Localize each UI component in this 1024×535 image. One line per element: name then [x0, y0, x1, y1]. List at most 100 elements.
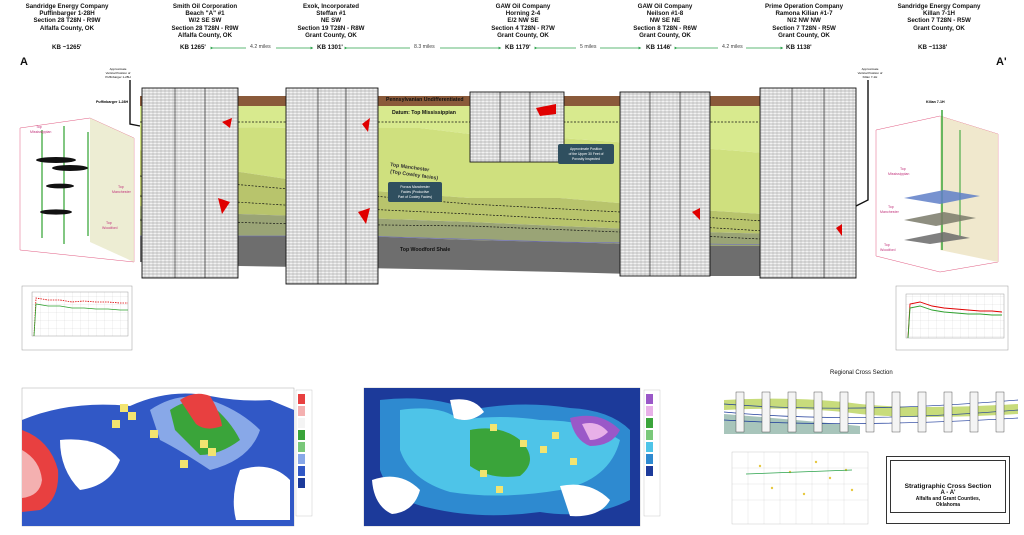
well-5-county: Grant County, OK — [639, 31, 691, 39]
puff-vert-line3: Puffinbarger 1-28H — [105, 75, 130, 79]
right-3d-model: Kilian 7-1H Top Mississippian Top Manche… — [875, 100, 999, 273]
well-header-6: Prime Operation Company Ramona Kilian #1… — [748, 3, 860, 39]
callout-porous: Porous Manchester Facies (Productive Par… — [388, 182, 442, 202]
well-log-horning — [469, 91, 565, 163]
well-5-section: Section 8 T28N - R6W — [633, 24, 697, 32]
callout-upper-line2: of the Upper 30 Feet of — [569, 152, 604, 156]
contour-map-left — [21, 387, 313, 527]
right3d-miss-1: Top — [900, 167, 906, 171]
kb-label-3: KB 1301' — [317, 44, 343, 51]
right3d-miss-2: Mississippian — [888, 172, 909, 176]
left3d-wood-1: Top — [106, 221, 112, 225]
title-block-section: A - A' — [940, 490, 956, 496]
well-log-neilson — [619, 91, 711, 277]
well-2-location: W/2 SE SW — [188, 17, 222, 25]
well-2-county: Alfalfa County, OK — [177, 31, 233, 39]
well-4-name: Horning 2-4 — [505, 10, 541, 18]
title-block-area: Alfalfa and Grant Counties, — [915, 496, 981, 502]
kil-vert-line2: Vertical Position of — [858, 71, 883, 75]
well-2-section: Section 28 T28N - R9W — [171, 24, 239, 32]
well-2-name: Beach "A" #1 — [185, 10, 225, 18]
distance-label-3: 5 miles — [580, 44, 597, 50]
well-4-company: GAW Oil Company — [495, 3, 551, 10]
kb-label-5: KB 1146' — [646, 44, 672, 51]
well-3-company: Exok, Incorporated — [302, 3, 360, 10]
contour-map-right — [363, 387, 661, 527]
label-manchester: Top Manchester — [390, 162, 430, 173]
distance-label-1: 4.2 miles — [250, 44, 271, 50]
kb-label-6: KB 1138' — [786, 44, 812, 51]
well-1-location: Section 28 T28N - R9W — [33, 17, 101, 25]
regional-section-title: Regional Cross Section — [830, 370, 893, 376]
callout-porous-line2: Facies (Productive — [401, 190, 429, 194]
title-block-state: Oklahoma — [935, 502, 961, 508]
well-2-company: Smith Oil Corporation — [172, 3, 238, 10]
left3d-wood-2: Woodford — [102, 226, 118, 230]
distance-label-2: 8.3 miles — [414, 44, 435, 50]
well-7-county: Grant County, OK — [913, 24, 965, 32]
callout-upper-line3: Porosity Inspected — [572, 157, 600, 161]
title-block-title: Stratigraphic Cross Section — [904, 483, 992, 490]
well-3-section: Section 19 T28N - R8W — [297, 24, 365, 32]
right3d-manch-2: Manchester — [880, 210, 900, 214]
left-3d-model: Puffinbarger 1-28H Top Mississippian Top… — [19, 100, 135, 263]
well-log-steffan — [285, 87, 379, 285]
well-1-company: Sandridge Energy Company — [25, 3, 109, 10]
callout-upper-line1: Approximate Position — [570, 147, 602, 151]
well-3-county: Grant County, OK — [305, 31, 357, 39]
index-map — [731, 451, 869, 525]
well-6-location: N/2 NW NW — [787, 17, 821, 25]
label-woodford: Top Woodford Shale — [400, 247, 450, 253]
left3d-manch-1: Top — [118, 185, 124, 189]
well-1-name: Puffinbarger 1-28H — [39, 10, 95, 18]
well-3-location: NE SW — [320, 17, 342, 25]
well-7-location: Section 7 T28N - R5W — [907, 17, 971, 25]
regional-cross-section — [723, 391, 1020, 434]
puff-vert-line2: Vertical Position of — [106, 71, 131, 75]
kb-label-4: KB 1179' — [505, 44, 531, 51]
title-block: Stratigraphic Cross Section A - A' Alfal… — [886, 456, 1010, 524]
well-4-county: Grant County, OK — [497, 31, 549, 39]
callout-puff-vertical: Approximate Vertical Position of Puffinb… — [105, 67, 141, 127]
left3d-miss-2: Mississippian — [30, 130, 51, 134]
well-1-county: Alfalfa County, OK — [39, 24, 95, 32]
left3d-title: Puffinbarger 1-28H — [96, 100, 129, 104]
well-log-beach — [141, 87, 239, 279]
label-datum: Datum: Top Mississippian — [392, 110, 456, 116]
well-5-company: GAW Oil Company — [637, 3, 693, 10]
puff-vert-line1: Approximate — [110, 67, 127, 71]
well-header-4: GAW Oil Company Horning 2-4 E/2 NW SE Se… — [470, 3, 576, 39]
well-4-location: E/2 NW SE — [507, 17, 539, 25]
kb-label-7: KB ~1138' — [918, 44, 948, 51]
well-3-name: Steffan #1 — [316, 10, 346, 18]
well-6-section: Section 7 T28N - R5W — [772, 24, 836, 32]
well-6-county: Grant County, OK — [778, 31, 830, 39]
callout-kil-vertical: Approximate Vertical Position of Killan … — [855, 67, 883, 207]
kb-label-1: KB ~1265' — [52, 44, 82, 51]
section-end-label: A' — [996, 56, 1007, 68]
well-header-2: Smith Oil Corporation Beach "A" #1 W/2 S… — [150, 3, 260, 39]
right3d-wood-1: Top — [884, 243, 890, 247]
well-7-company: Sandridge Energy Company — [897, 3, 981, 10]
left3d-manch-2: Manchester — [112, 190, 132, 194]
well-4-section: Section 4 T28N - R7W — [491, 24, 555, 32]
right3d-wood-2: Woodford — [880, 248, 896, 252]
title-block-inner: Stratigraphic Cross Section A - A' Alfal… — [890, 460, 1006, 513]
section-start-label: A — [20, 56, 28, 68]
label-penn: Pennsylvanian Undifferentiated — [386, 97, 464, 103]
left3d-miss-1: Top — [36, 125, 42, 129]
well-5-name: Neilson #1-8 — [646, 10, 684, 18]
well-6-company: Prime Operation Company — [764, 3, 844, 10]
well-5-location: NW SE NE — [649, 17, 681, 25]
kil-vert-line1: Approximate — [862, 67, 879, 71]
right3d-title: Kilian 7-1H — [926, 100, 945, 104]
right-production-plot — [895, 285, 1009, 351]
callout-porous-line1: Porous Manchester — [400, 185, 430, 189]
callout-porous-line3: Part of Cowley Facies) — [398, 195, 432, 199]
well-header-5: GAW Oil Company Neilson #1-8 NW SE NE Se… — [612, 3, 718, 39]
kil-vert-line3: Killan 7-1H — [863, 75, 878, 79]
callout-upper-porosity: Approximate Position of the Upper 30 Fee… — [558, 144, 614, 164]
well-6-name: Ramona Kilian #1-7 — [775, 10, 833, 18]
well-header-7: Sandridge Energy Company Killan 7-1H Sec… — [884, 3, 994, 32]
